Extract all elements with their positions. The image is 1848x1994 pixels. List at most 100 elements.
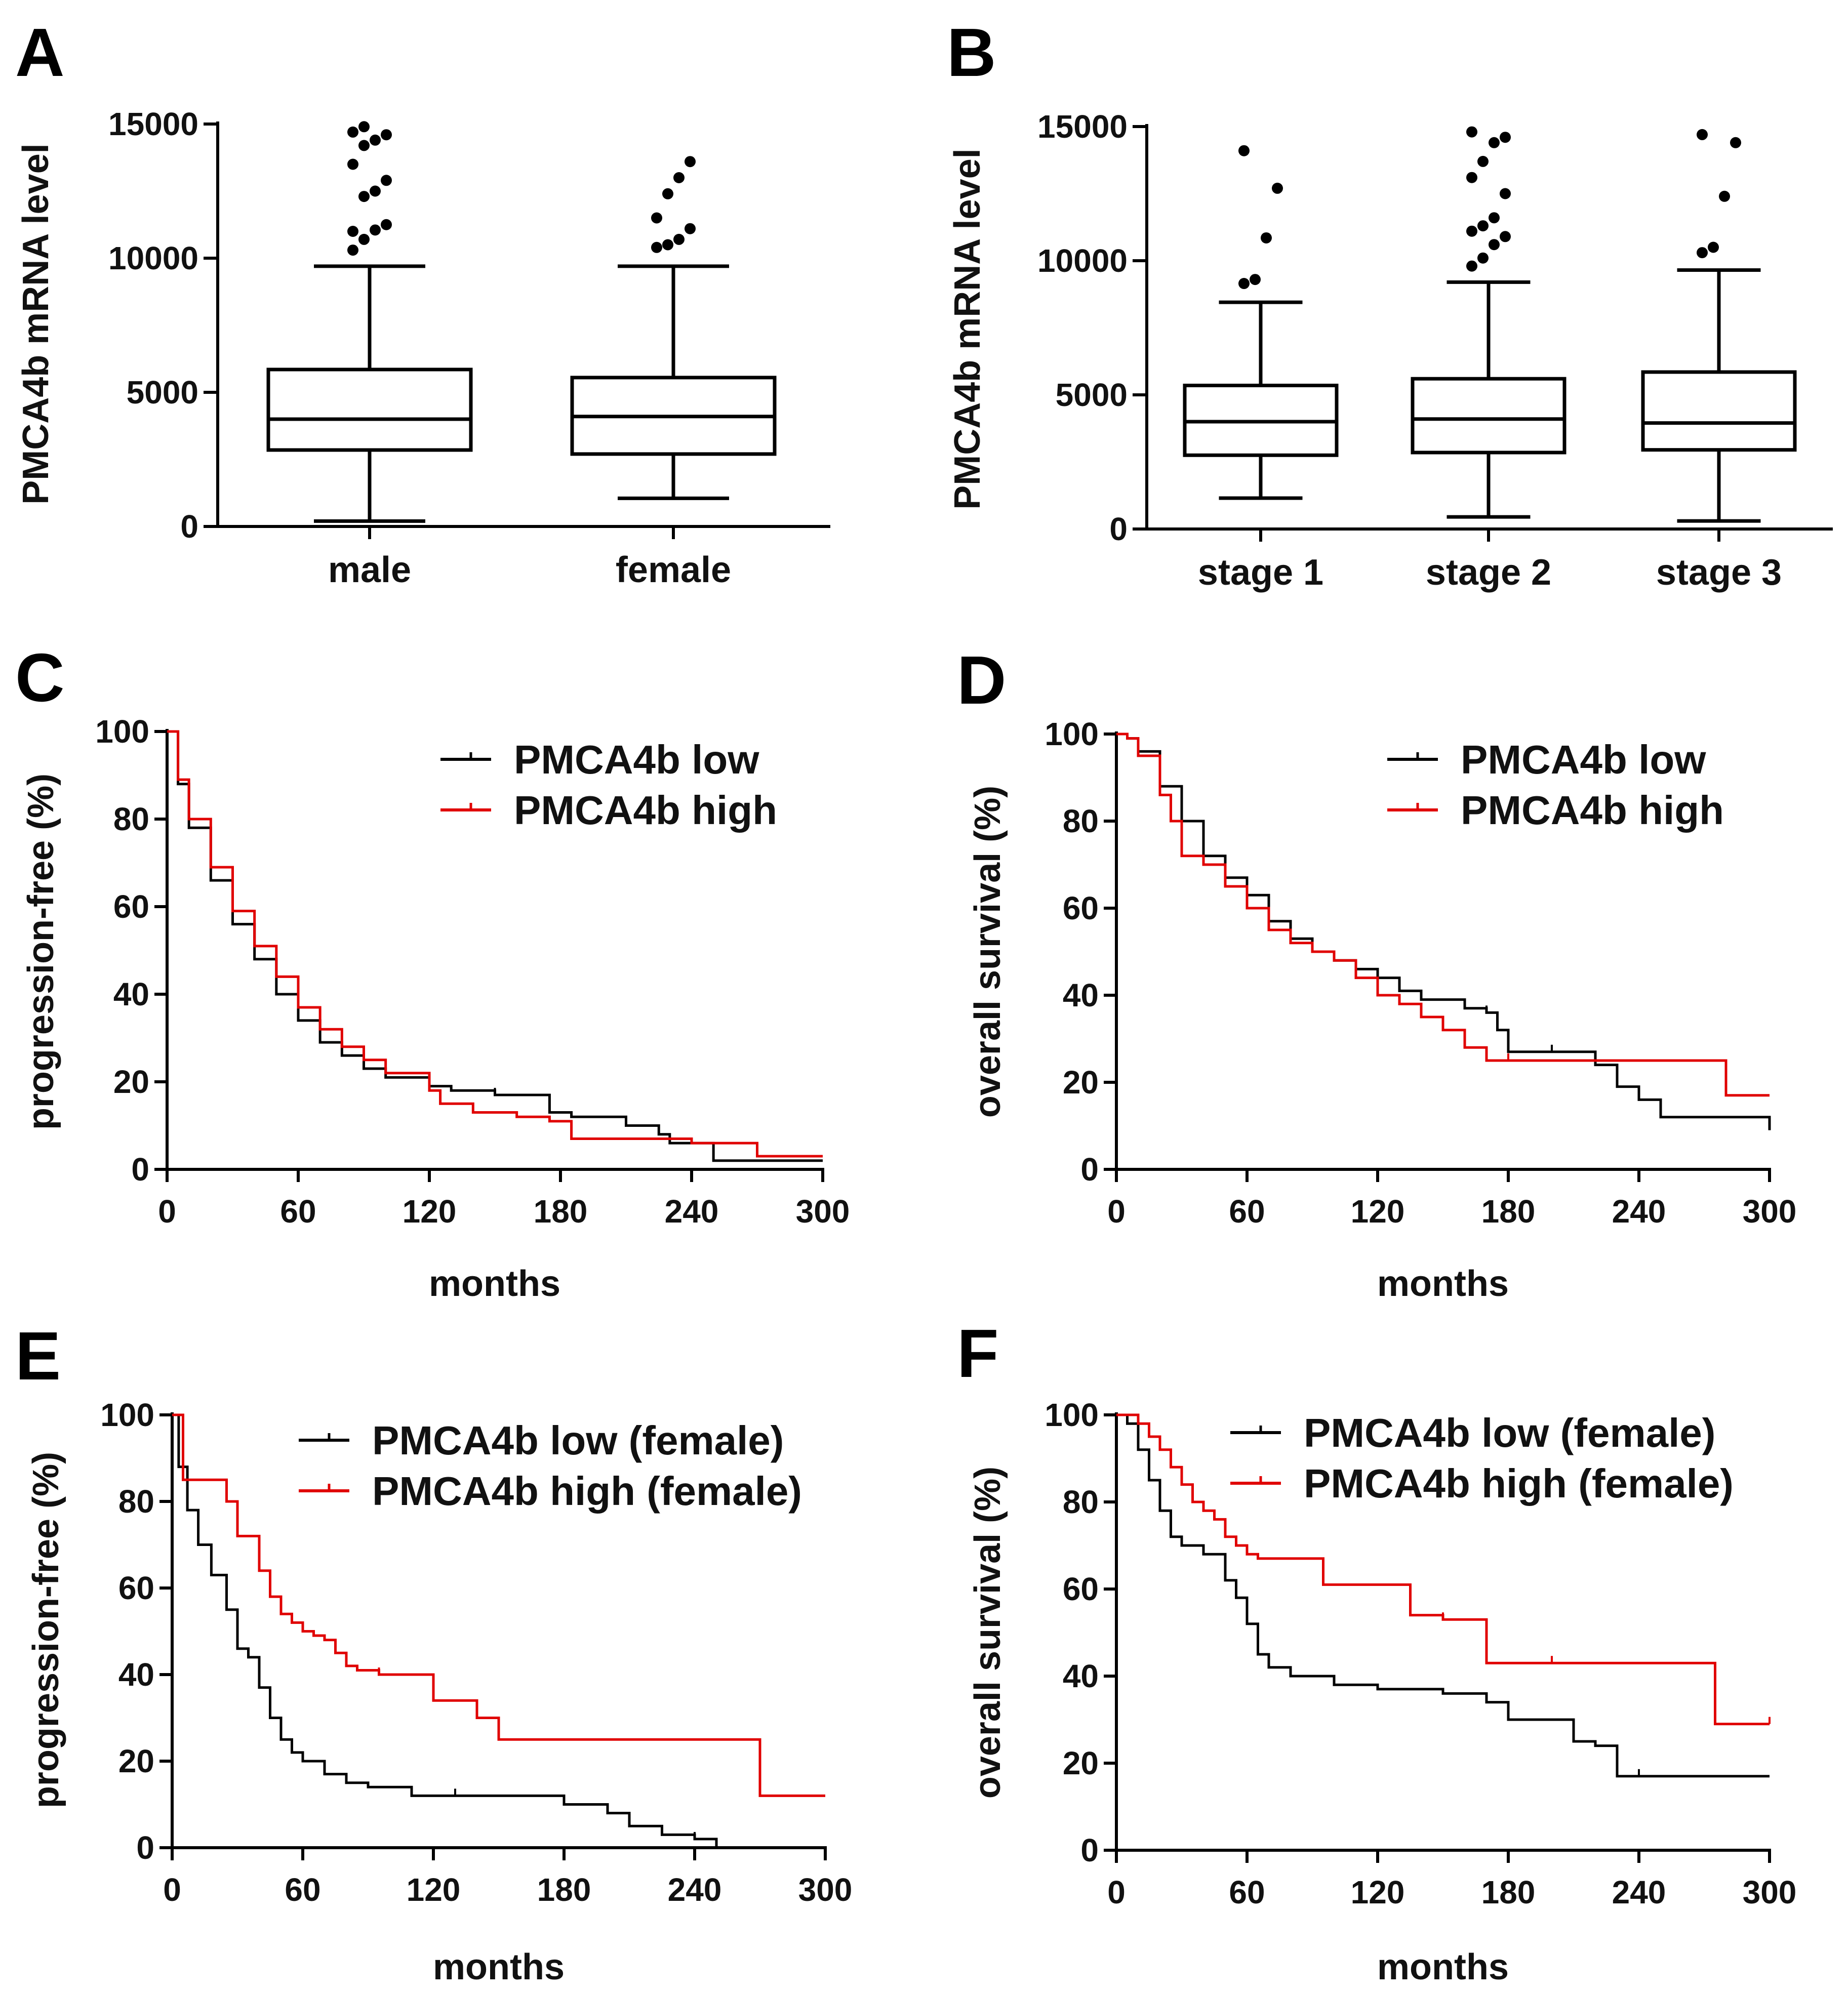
outlier-point [347,126,358,138]
outlier-point [1697,129,1708,140]
x-tick-label: stage 3 [1656,552,1782,593]
x-axis-title: months [429,1264,560,1304]
outlier-point [1261,232,1272,243]
outlier-point [1489,137,1500,148]
y-tick-label: 15000 [108,106,198,142]
y-tick-label: 60 [1063,890,1099,926]
y-tick-label: 20 [1063,1745,1099,1781]
x-tick-label: 180 [534,1193,588,1230]
outlier-point [1238,145,1250,156]
outlier-point [358,233,370,245]
x-tick-label: 300 [798,1871,853,1908]
outlier-point [370,224,381,236]
legend-entry: PMCA4b high [1387,788,1724,833]
x-tick-label: 300 [1743,1193,1797,1230]
outlier-point [1500,188,1511,199]
outlier-point [1466,126,1477,138]
y-tick-label: 10000 [108,240,198,276]
y-tick-label: 20 [118,1743,154,1779]
y-axis-title: progression-free (%) [26,1452,66,1808]
outlier-point [685,156,696,168]
x-tick-label: stage 2 [1426,552,1551,593]
legend-entry: PMCA4b high (female) [299,1469,802,1514]
y-tick-label: 5000 [1056,377,1128,413]
x-tick-label: 0 [1107,1874,1126,1910]
outlier-point [381,219,392,230]
outlier-point [1500,231,1511,242]
x-tick-label: 120 [1351,1874,1405,1910]
outlier-point [1477,155,1489,167]
outlier-point [1697,247,1708,259]
legend-entry: PMCA4b low (female) [1230,1410,1715,1455]
panel-d-survival-plot: 0 20 40 60 80 100 0 60 120 180 240 300 months overall… [968,716,1796,1304]
panel-letter-e: E [15,1318,61,1394]
x-tick-label: 300 [796,1193,850,1230]
outlier-point [1730,137,1741,148]
iqr-box [266,368,473,452]
outlier-point [1466,225,1477,237]
outlier-point [358,191,370,202]
panel-letter-d: D [957,642,1007,718]
outlier-point [1489,239,1500,251]
outlier-point [1466,260,1477,272]
x-tick-label: 60 [1229,1874,1265,1910]
y-tick-label: 80 [1063,803,1099,839]
y-tick-label: 80 [113,801,149,837]
y-tick-label: 100 [95,713,149,750]
legend-entry: PMCA4b high [440,788,777,833]
outlier-point [358,121,370,133]
legend-label: PMCA4b high [1461,788,1724,833]
outlier-point [1500,132,1511,143]
y-tick-label: 60 [113,888,149,925]
series-pmca4b-low-line [1116,733,1771,1130]
outlier-point [1719,190,1730,202]
y-axis-title: overall survival (%) [968,1467,1008,1799]
y-tick-label: 80 [118,1483,154,1520]
box-female: female [570,156,777,590]
outlier-point [1477,252,1489,264]
y-tick-label: 100 [1044,1397,1099,1433]
y-tick-label: 20 [1063,1064,1099,1101]
series-pmca4b-high-line [167,730,823,1158]
y-tick-label: 0 [1109,511,1128,547]
panel-letter-c: C [15,639,65,716]
y-tick-label: 60 [118,1570,154,1606]
x-axis-title: months [1377,1264,1509,1304]
outlier-point [381,129,392,141]
legend-label: PMCA4b low [1461,737,1706,782]
x-axis-title: months [1377,1947,1509,1987]
y-axis-title: overall survival (%) [968,786,1008,1118]
outlier-point [370,185,381,197]
panel-c-survival-plot: 0 20 40 60 80 100 0 60 120 180 240 300 months progres… [21,713,850,1304]
outlier-point [1250,274,1261,286]
y-tick-label: 15000 [1037,108,1128,145]
y-tick-label: 0 [1080,1151,1099,1188]
x-tick-label: 60 [285,1871,320,1908]
x-tick-label: 300 [1743,1874,1797,1910]
y-tick-label: 0 [136,1829,154,1866]
box-stage-2: stage 2 [1411,126,1566,593]
y-tick-label: 0 [1080,1832,1099,1868]
outlier-point [358,140,370,151]
legend-label: PMCA4b low (female) [1304,1410,1715,1455]
outlier-point [662,239,673,251]
legend-entry: PMCA4b low [1387,737,1706,782]
legend-entry: PMCA4b low (female) [299,1418,784,1463]
y-tick-label: 40 [113,976,149,1012]
y-tick-label: 40 [118,1656,154,1693]
series-pmca4b-low-female--line [1116,1413,1770,1778]
outlier-point [347,226,358,237]
iqr-box [1411,377,1566,455]
box-male: male [266,121,473,590]
panel-letter-a: A [15,14,65,91]
legend-label: PMCA4b low [514,737,759,782]
iqr-box [1641,370,1797,452]
y-tick-label: 40 [1063,977,1099,1013]
panel-b-boxplot: 0 5000 10000 15000 PMCA4b mRNA level stage 1 s… [947,108,1833,593]
x-tick-label: 0 [1107,1193,1126,1230]
outlier-point [347,158,358,170]
x-tick-label: 120 [1351,1193,1405,1230]
outlier-point [1477,220,1489,232]
outlier-point [1489,212,1500,224]
y-axis-title: PMCA4b mRNA level [16,143,56,505]
